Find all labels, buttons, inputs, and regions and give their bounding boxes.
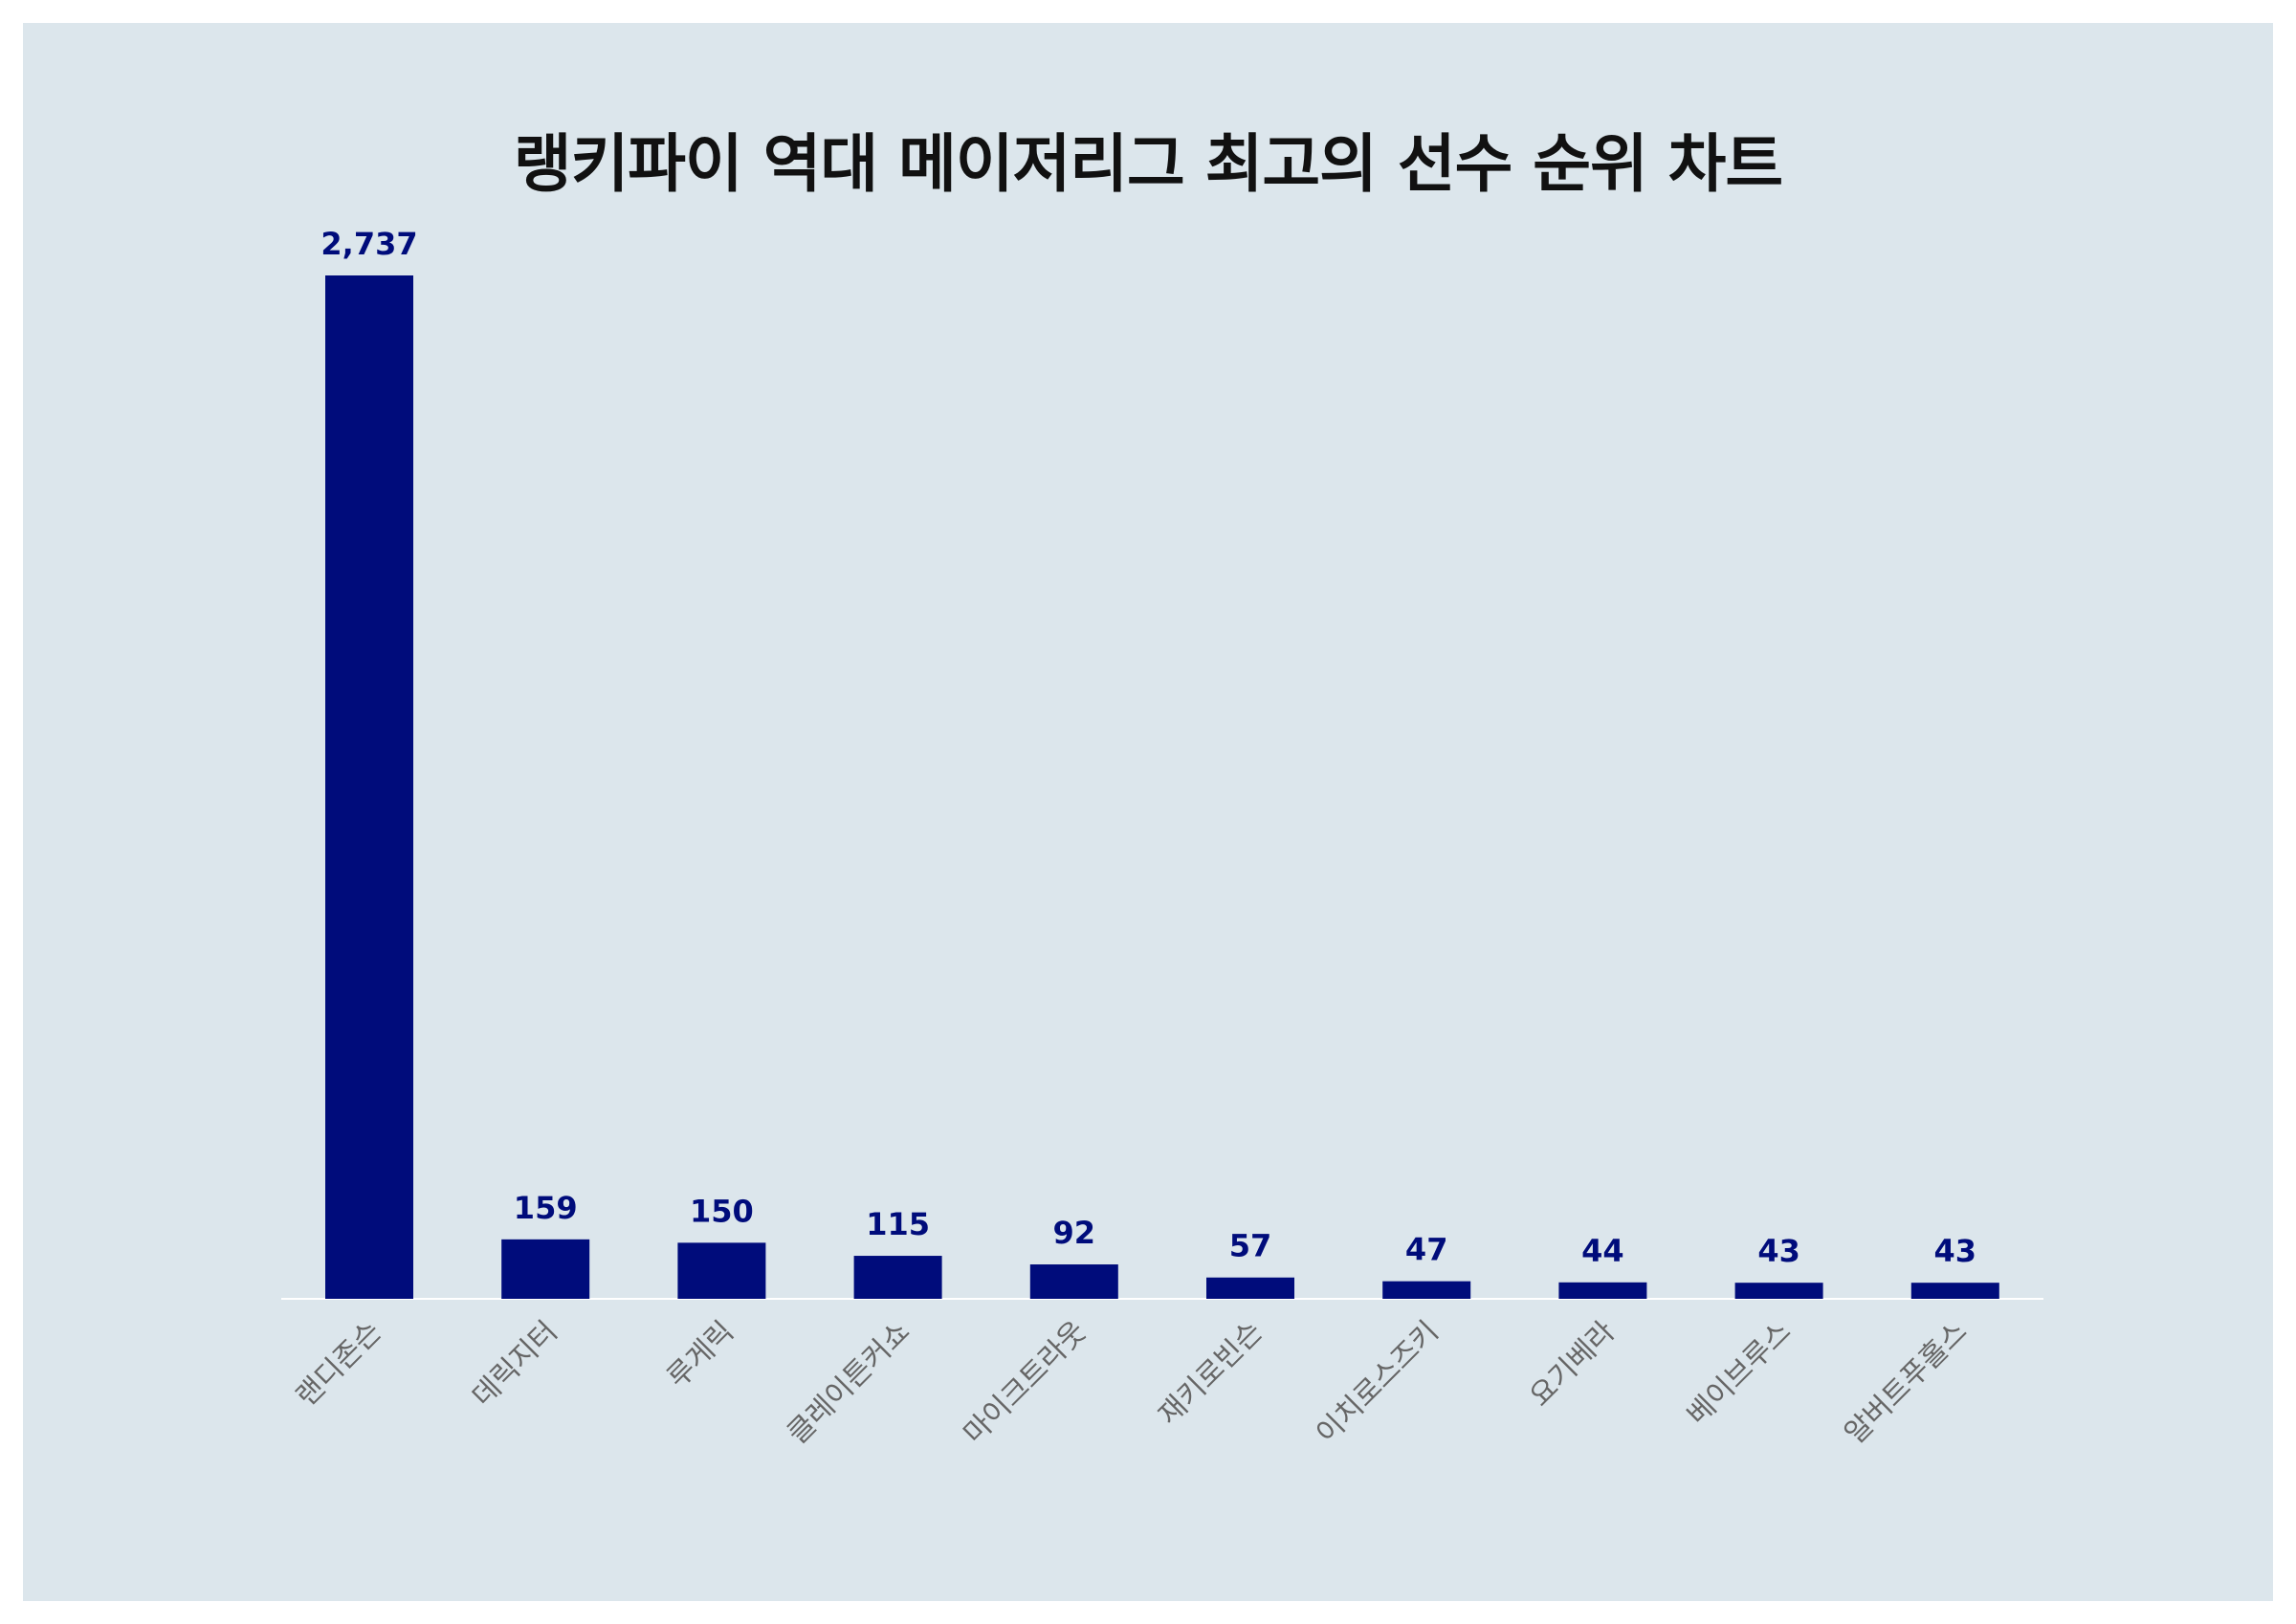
x-tick-label-4: 클레이튼커쇼 (781, 1315, 916, 1451)
value-label-7: 47 (1405, 1232, 1448, 1268)
value-label-4: 115 (866, 1206, 930, 1242)
chart-title: 랭키파이 역대 메이저리그 최고의 선수 순위 차트 (513, 127, 1783, 201)
x-tick-label-7: 이치로스즈키 (1310, 1315, 1446, 1451)
value-label-3: 150 (690, 1193, 754, 1229)
bar-10[interactable] (1910, 1283, 1999, 1299)
value-label-2: 159 (514, 1190, 578, 1226)
value-label-6: 57 (1229, 1228, 1272, 1264)
x-tick-label-10: 알버트푸홀스 (1839, 1315, 1975, 1451)
x-tick-label-9: 베이브루스 (1681, 1315, 1798, 1432)
x-tick-label-2: 데릭지터 (466, 1315, 564, 1414)
value-label-10: 43 (1934, 1233, 1977, 1269)
x-tick-label-8: 요기베라 (1523, 1315, 1622, 1414)
bar-8[interactable] (1558, 1282, 1647, 1299)
value-label-8: 44 (1581, 1233, 1624, 1269)
x-tick-label-6: 재키로빈슨 (1152, 1315, 1269, 1432)
value-label-9: 43 (1757, 1233, 1800, 1269)
bar-9[interactable] (1734, 1283, 1823, 1299)
x-tick-label-5: 마이크트라웃 (958, 1315, 1093, 1451)
bar-5[interactable] (1029, 1264, 1118, 1299)
bar-6[interactable] (1206, 1277, 1294, 1299)
x-tick-label-3: 루게릭 (661, 1315, 740, 1394)
bar-7[interactable] (1382, 1281, 1471, 1299)
x-tick-label-1: 랜디존슨 (290, 1315, 388, 1414)
value-label-5: 92 (1053, 1215, 1096, 1251)
bar-4[interactable] (853, 1256, 942, 1299)
bar-1[interactable] (325, 275, 413, 1299)
value-label-1: 2,737 (320, 226, 417, 262)
bar-2[interactable] (501, 1239, 590, 1299)
bar-3[interactable] (677, 1242, 766, 1299)
